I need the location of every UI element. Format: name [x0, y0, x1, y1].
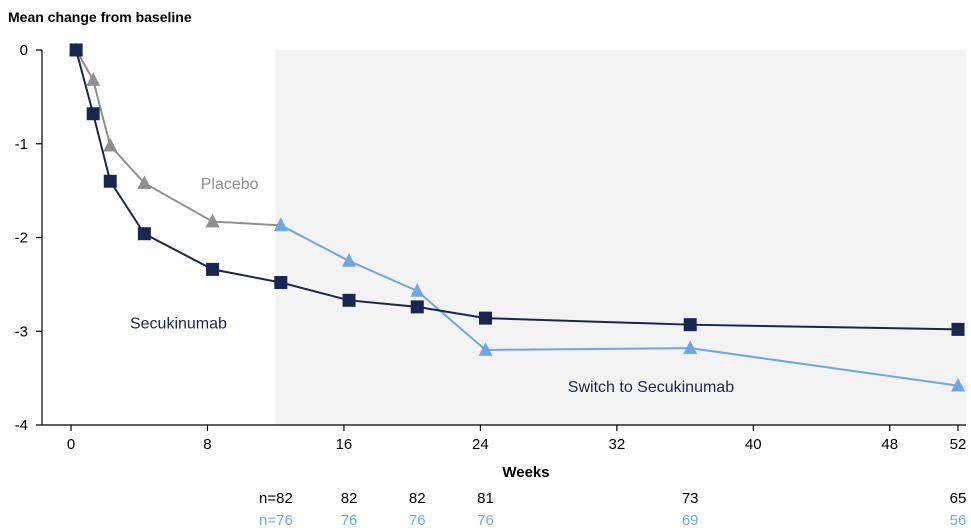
y-tick-label: -4: [15, 417, 28, 434]
series-line: [75, 49, 281, 227]
annotation-label: Secukinumab: [130, 315, 227, 332]
data-point: [137, 227, 151, 241]
x-tick-label: 16: [336, 436, 353, 453]
n-at-risk-label: 76: [341, 512, 358, 529]
n-at-risk-label: n=76: [259, 512, 293, 529]
data-point: [86, 107, 100, 121]
data-point: [274, 276, 288, 289]
data-point: [137, 175, 152, 189]
x-tick-label: 40: [745, 436, 762, 453]
data-point: [683, 318, 697, 332]
y-tick-label: -2: [15, 230, 28, 247]
data-point: [86, 72, 101, 86]
annotation-label: Switch to Secukinumab: [568, 379, 734, 396]
n-at-risk-label: 56: [950, 512, 967, 529]
data-point: [479, 311, 493, 325]
y-tick-label: -1: [15, 136, 28, 153]
x-tick-label: 8: [203, 436, 211, 453]
series-switch-to-secukinumab: [273, 217, 965, 392]
n-at-risk-label: 82: [341, 490, 358, 507]
annotation-label: Placebo: [201, 176, 259, 193]
data-point: [206, 262, 220, 276]
data-point: [103, 174, 117, 188]
data-point: [103, 137, 118, 152]
x-tick-label: 48: [881, 436, 898, 453]
series-placebo: [69, 42, 288, 232]
data-point: [478, 342, 493, 356]
data-point: [683, 340, 698, 354]
series-secukinumab: [69, 43, 965, 336]
y-tick-label: 0: [20, 42, 28, 59]
data-point: [273, 217, 288, 232]
x-tick-label: 0: [67, 436, 75, 453]
n-at-risk-label: 73: [682, 490, 699, 507]
n-at-risk-label: 76: [409, 512, 426, 529]
data-point: [951, 322, 965, 336]
n-at-risk-label: 69: [682, 512, 699, 529]
data-point: [410, 300, 424, 314]
x-tick-label: 32: [609, 436, 626, 453]
data-point: [410, 283, 425, 297]
n-at-risk-label: n=82: [259, 490, 293, 507]
data-point: [951, 377, 965, 392]
y-ticks: 0 -1 -2 -3 -4: [15, 42, 42, 434]
y-tick-label: -3: [15, 323, 28, 340]
x-axis-label: Weeks: [502, 464, 549, 481]
y-axis-label: Mean change from baseline: [8, 9, 192, 25]
x-ticks: 0 8 16 24 32 40 48 52: [67, 425, 967, 453]
x-tick-label: 24: [472, 436, 489, 453]
n-at-risk-label: 76: [477, 512, 494, 529]
data-point: [205, 213, 220, 228]
data-point: [342, 253, 357, 267]
annotations: Placebo Secukinumab Switch to Secukinumab: [130, 176, 734, 396]
series-line: [280, 224, 959, 387]
n-at-risk-label: 65: [950, 490, 967, 507]
x-tick-label: 52: [950, 436, 967, 453]
n-at-risk-label: 82: [409, 490, 426, 507]
data-point: [69, 43, 83, 57]
data-point: [342, 293, 356, 307]
series-layer: [69, 42, 965, 392]
n-at-risk-label: 81: [477, 490, 494, 507]
n-at-risk: n=82 82 82 81 73 65 n=76 76 76 76 69 56: [259, 490, 966, 529]
switch-period-shading: [275, 50, 966, 425]
